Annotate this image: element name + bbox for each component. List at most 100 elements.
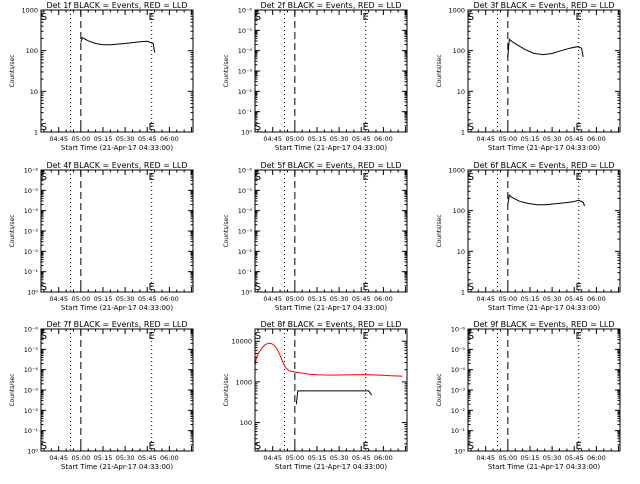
detector-panel-5: Det 5f BLACK = Events, RED = LLD Counts/s…: [223, 161, 408, 312]
y-tick-label: 10⁻²: [24, 248, 39, 256]
y-tick-label: 10⁻⁵: [24, 346, 39, 354]
x-tick-label: 05:30: [330, 135, 349, 143]
x-tick-label: 04:45: [49, 135, 68, 143]
x-tick-label: 05:15: [94, 454, 113, 462]
x-tick-label: 05:45: [352, 295, 371, 303]
x-tick-label: 05:30: [116, 135, 135, 143]
y-tick-label: 100: [240, 419, 252, 427]
x-tick-label: 05:00: [285, 295, 304, 303]
panel-title: Det 7f BLACK = Events, RED = LLD: [46, 320, 187, 329]
y-tick-label: 1: [461, 289, 465, 297]
y-tick-label: 10⁻⁴: [451, 366, 466, 374]
y-tick-label: 1000: [448, 167, 465, 175]
x-tick-label: 04:45: [476, 454, 495, 462]
detector-panel-3: Det 3f BLACK = Events, RED = LLD Counts/s…: [436, 1, 621, 152]
detector-panel-1: Det 1f BLACK = Events, RED = LLD Counts/s…: [9, 1, 194, 152]
y-axis-label: Counts/sec: [9, 54, 16, 87]
events-series-line: [507, 194, 586, 207]
plot-frame: [254, 328, 408, 452]
x-tick-label: 05:30: [330, 454, 349, 462]
y-tick-label: 10⁰: [241, 289, 252, 297]
panel-title: Det 4f BLACK = Events, RED = LLD: [46, 161, 187, 170]
marker-e: E: [149, 282, 155, 293]
events-series-line: [295, 390, 373, 405]
marker-e: E: [149, 12, 155, 23]
plot-frame: [40, 169, 194, 293]
y-tick-label: 10⁻⁵: [238, 187, 253, 195]
y-tick-label: 10⁻²: [24, 407, 39, 415]
marker-s: S: [468, 441, 474, 452]
y-tick-label: 10⁻³: [24, 228, 39, 236]
marker-e: E: [363, 441, 369, 452]
marker-e: E: [576, 122, 582, 133]
x-tick-label: 05:45: [138, 295, 157, 303]
y-tick-label: 10⁻⁴: [24, 207, 39, 215]
y-axis-label: Counts/sec: [223, 54, 230, 87]
marker-s: S: [468, 172, 474, 183]
x-tick-label: 05:45: [352, 454, 371, 462]
panel-title: Det 9f BLACK = Events, RED = LLD: [473, 320, 614, 329]
x-tick-label: 05:30: [116, 454, 135, 462]
x-tick-label: 04:45: [476, 135, 495, 143]
x-tick-label: 05:00: [498, 135, 517, 143]
panel-title: Det 2f BLACK = Events, RED = LLD: [260, 1, 401, 10]
x-axis-label: Start Time (21-Apr-17 04:33:00): [61, 144, 173, 152]
y-tick-label: 10⁻¹: [238, 268, 253, 276]
y-axis-label: Counts/sec: [223, 373, 230, 406]
y-axis-label: Counts/sec: [436, 54, 443, 87]
panel-title: Det 1f BLACK = Events, RED = LLD: [46, 1, 187, 10]
y-tick-label: 100: [453, 47, 465, 55]
x-tick-label: 05:00: [71, 295, 90, 303]
x-tick-label: 05:15: [308, 295, 327, 303]
y-tick-label: 10⁻³: [238, 228, 253, 236]
y-tick-label: 1000: [235, 378, 252, 386]
x-axis-label: Start Time (21-Apr-17 04:33:00): [61, 463, 173, 471]
marker-e: E: [576, 441, 582, 452]
marker-s: S: [41, 122, 47, 133]
panel-title: Det 5f BLACK = Events, RED = LLD: [260, 161, 401, 170]
x-axis-label: Start Time (21-Apr-17 04:33:00): [275, 144, 387, 152]
x-tick-label: 05:30: [543, 454, 562, 462]
detector-panel-4: Det 4f BLACK = Events, RED = LLD Counts/s…: [9, 161, 194, 312]
y-tick-label: 10⁻⁶: [24, 326, 39, 334]
y-tick-label: 10⁻¹: [238, 108, 253, 116]
y-tick-label: 10⁻⁵: [451, 346, 466, 354]
y-tick-label: 10⁻⁴: [238, 47, 253, 55]
y-tick-label: 10000: [231, 338, 252, 346]
x-tick-label: 05:45: [352, 135, 371, 143]
x-axis-label: Start Time (21-Apr-17 04:33:00): [275, 304, 387, 312]
marker-s: S: [255, 12, 261, 23]
x-tick-label: 05:15: [94, 135, 113, 143]
detector-panel-9: Det 9f BLACK = Events, RED = LLD Counts/s…: [436, 320, 621, 471]
x-tick-label: 06:00: [160, 454, 179, 462]
y-tick-label: 100: [453, 207, 465, 215]
y-tick-label: 10⁰: [454, 448, 465, 456]
y-tick-label: 10⁻³: [238, 68, 253, 76]
detector-panel-2: Det 2f BLACK = Events, RED = LLD Counts/s…: [223, 1, 408, 152]
y-tick-label: 10⁰: [27, 448, 38, 456]
x-tick-label: 05:45: [565, 454, 584, 462]
y-tick-label: 10⁻¹: [451, 427, 466, 435]
y-axis-label: Counts/sec: [9, 373, 16, 406]
x-tick-label: 05:15: [521, 295, 540, 303]
y-tick-label: 10⁻⁶: [238, 7, 253, 15]
y-tick-label: 10⁻²: [238, 88, 253, 96]
y-tick-label: 10⁻⁴: [238, 207, 253, 215]
plot-frame: [467, 328, 621, 452]
x-axis-label: Start Time (21-Apr-17 04:33:00): [488, 463, 600, 471]
marker-e: E: [576, 331, 582, 342]
x-tick-label: 05:45: [138, 454, 157, 462]
marker-s: S: [255, 331, 261, 342]
x-tick-label: 05:30: [330, 295, 349, 303]
plot-frame: [254, 9, 408, 133]
x-tick-label: 06:00: [374, 295, 393, 303]
y-tick-label: 100: [26, 47, 38, 55]
y-tick-label: 1: [34, 129, 38, 137]
x-tick-label: 04:45: [263, 135, 282, 143]
plot-frame: [467, 9, 621, 133]
x-tick-label: 06:00: [587, 135, 606, 143]
marker-s: S: [41, 331, 47, 342]
y-tick-label: 1: [461, 129, 465, 137]
x-tick-label: 05:15: [521, 454, 540, 462]
x-tick-label: 04:45: [49, 454, 68, 462]
